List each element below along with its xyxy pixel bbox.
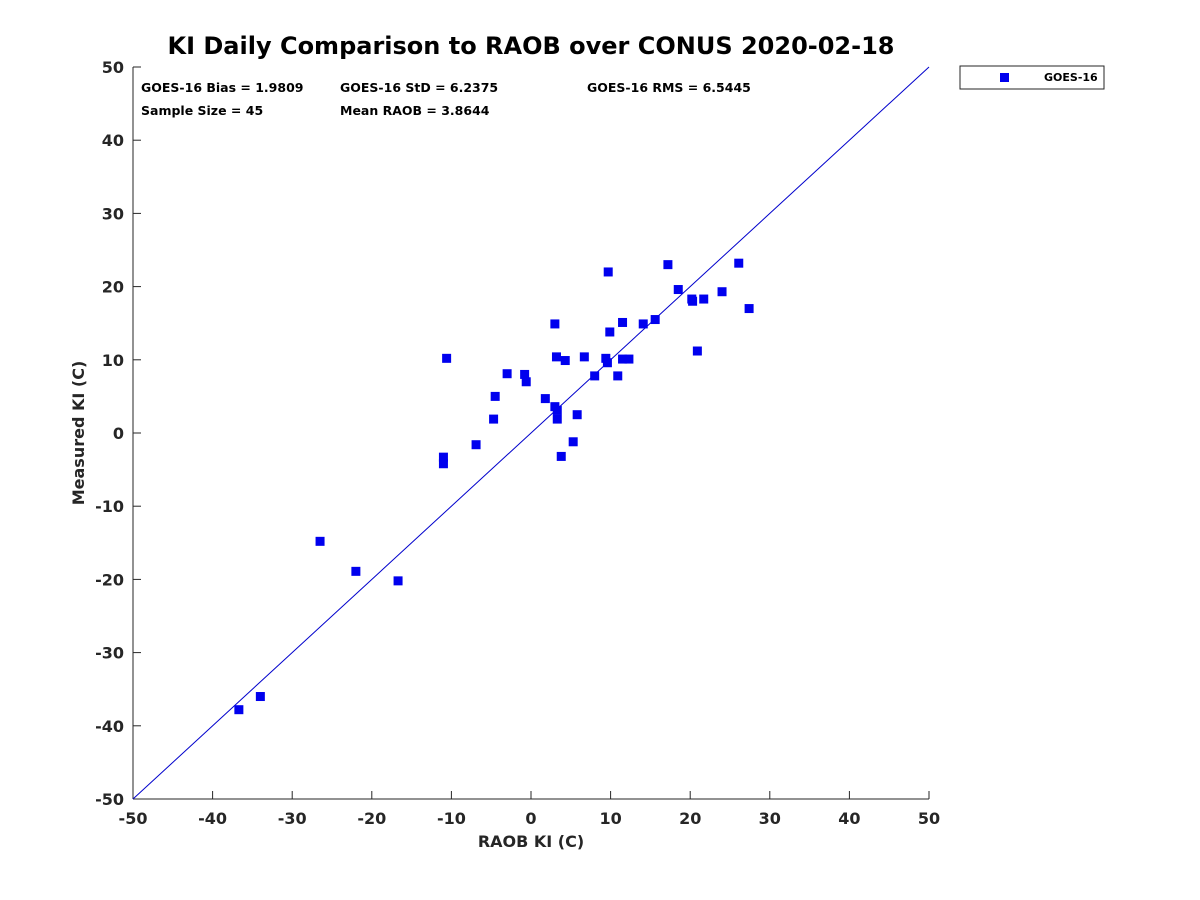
- stats-box: GOES-16 Bias = 1.9809 GOES-16 StD = 6.23…: [141, 80, 751, 118]
- data-point: [602, 358, 612, 368]
- y-tick-label: 40: [102, 131, 124, 150]
- legend: GOES-16: [959, 65, 1105, 90]
- y-tick-label: 30: [102, 204, 124, 223]
- x-axis-label: RAOB KI (C): [478, 832, 584, 851]
- data-point: [688, 296, 698, 306]
- data-point: [618, 354, 628, 364]
- y-tick-label: -50: [95, 790, 124, 809]
- data-point: [618, 317, 628, 327]
- x-ticks: -50 -40 -30 -20 -10 0 10 20 30 40 50: [119, 791, 940, 828]
- data-point: [572, 410, 582, 420]
- data-point: [673, 285, 683, 295]
- data-point: [734, 258, 744, 268]
- data-point: [551, 352, 561, 362]
- y-ticks: -50 -40 -30 -20 -10 0 10 20 30 40 50: [95, 58, 141, 809]
- data-point: [442, 353, 452, 363]
- data-point: [438, 459, 448, 469]
- y-tick-label: 0: [113, 424, 124, 443]
- y-tick-label: 50: [102, 58, 124, 77]
- data-point: [315, 536, 325, 546]
- x-tick-label: 30: [759, 809, 781, 828]
- data-point: [521, 377, 531, 387]
- chart-title: KI Daily Comparison to RAOB over CONUS 2…: [168, 32, 895, 60]
- stat-bias: GOES-16 Bias = 1.9809: [141, 80, 303, 95]
- data-point: [699, 294, 709, 304]
- data-point: [613, 371, 623, 381]
- legend-label-goes16: GOES-16: [1044, 71, 1098, 84]
- data-point: [552, 405, 562, 415]
- x-tick-label: -40: [198, 809, 227, 828]
- x-tick-label: -20: [357, 809, 386, 828]
- x-tick-label: -10: [437, 809, 466, 828]
- data-point: [692, 346, 702, 356]
- data-point: [605, 327, 615, 337]
- y-tick-label: -20: [95, 570, 124, 589]
- data-point: [744, 304, 754, 314]
- x-tick-label: 40: [838, 809, 860, 828]
- stat-rms: GOES-16 RMS = 6.5445: [587, 80, 751, 95]
- data-point: [489, 414, 499, 424]
- stat-mean-raob: Mean RAOB = 3.8644: [340, 103, 490, 118]
- x-tick-label: 10: [599, 809, 621, 828]
- data-point: [650, 315, 660, 325]
- x-tick-label: 0: [525, 809, 536, 828]
- data-point: [471, 440, 481, 450]
- data-point: [556, 451, 566, 461]
- data-point: [490, 391, 500, 401]
- data-point: [568, 437, 578, 447]
- x-tick-label: -30: [278, 809, 307, 828]
- data-point: [393, 576, 403, 586]
- y-axis-label: Measured KI (C): [69, 361, 88, 506]
- data-point: [579, 352, 589, 362]
- data-point: [502, 369, 512, 379]
- y-tick-label: 20: [102, 278, 124, 297]
- data-point: [351, 566, 361, 576]
- legend-box: [959, 65, 1105, 90]
- data-point: [603, 267, 613, 277]
- x-tick-label: 50: [918, 809, 940, 828]
- data-point: [234, 705, 244, 715]
- y-tick-label: -40: [95, 717, 124, 736]
- data-point: [255, 692, 265, 702]
- plot-area: -50 -40 -30 -20 -10 0 10 20 30 40 50 -50-40-30-20-…: [95, 58, 940, 828]
- data-point: [590, 371, 600, 381]
- data-point: [560, 356, 570, 366]
- data-point: [717, 287, 727, 297]
- data-point: [540, 394, 550, 404]
- stat-std: GOES-16 StD = 6.2375: [340, 80, 498, 95]
- x-tick-label: -50: [119, 809, 148, 828]
- data-point: [550, 319, 560, 329]
- one-to-one-line: [132, 66, 930, 800]
- y-tick-label: -10: [95, 497, 124, 516]
- data-point: [663, 260, 673, 270]
- data-point: [624, 354, 634, 364]
- data-point: [552, 414, 562, 424]
- x-tick-label: 20: [679, 809, 701, 828]
- y-tick-label: 10: [102, 351, 124, 370]
- stat-sample-size: Sample Size = 45: [141, 103, 263, 118]
- legend-marker-goes16: [1000, 73, 1009, 82]
- y-tick-label: -30: [95, 644, 124, 663]
- data-point: [520, 369, 530, 379]
- data-point: [438, 452, 448, 462]
- data-points: [234, 258, 754, 715]
- data-point: [638, 319, 648, 329]
